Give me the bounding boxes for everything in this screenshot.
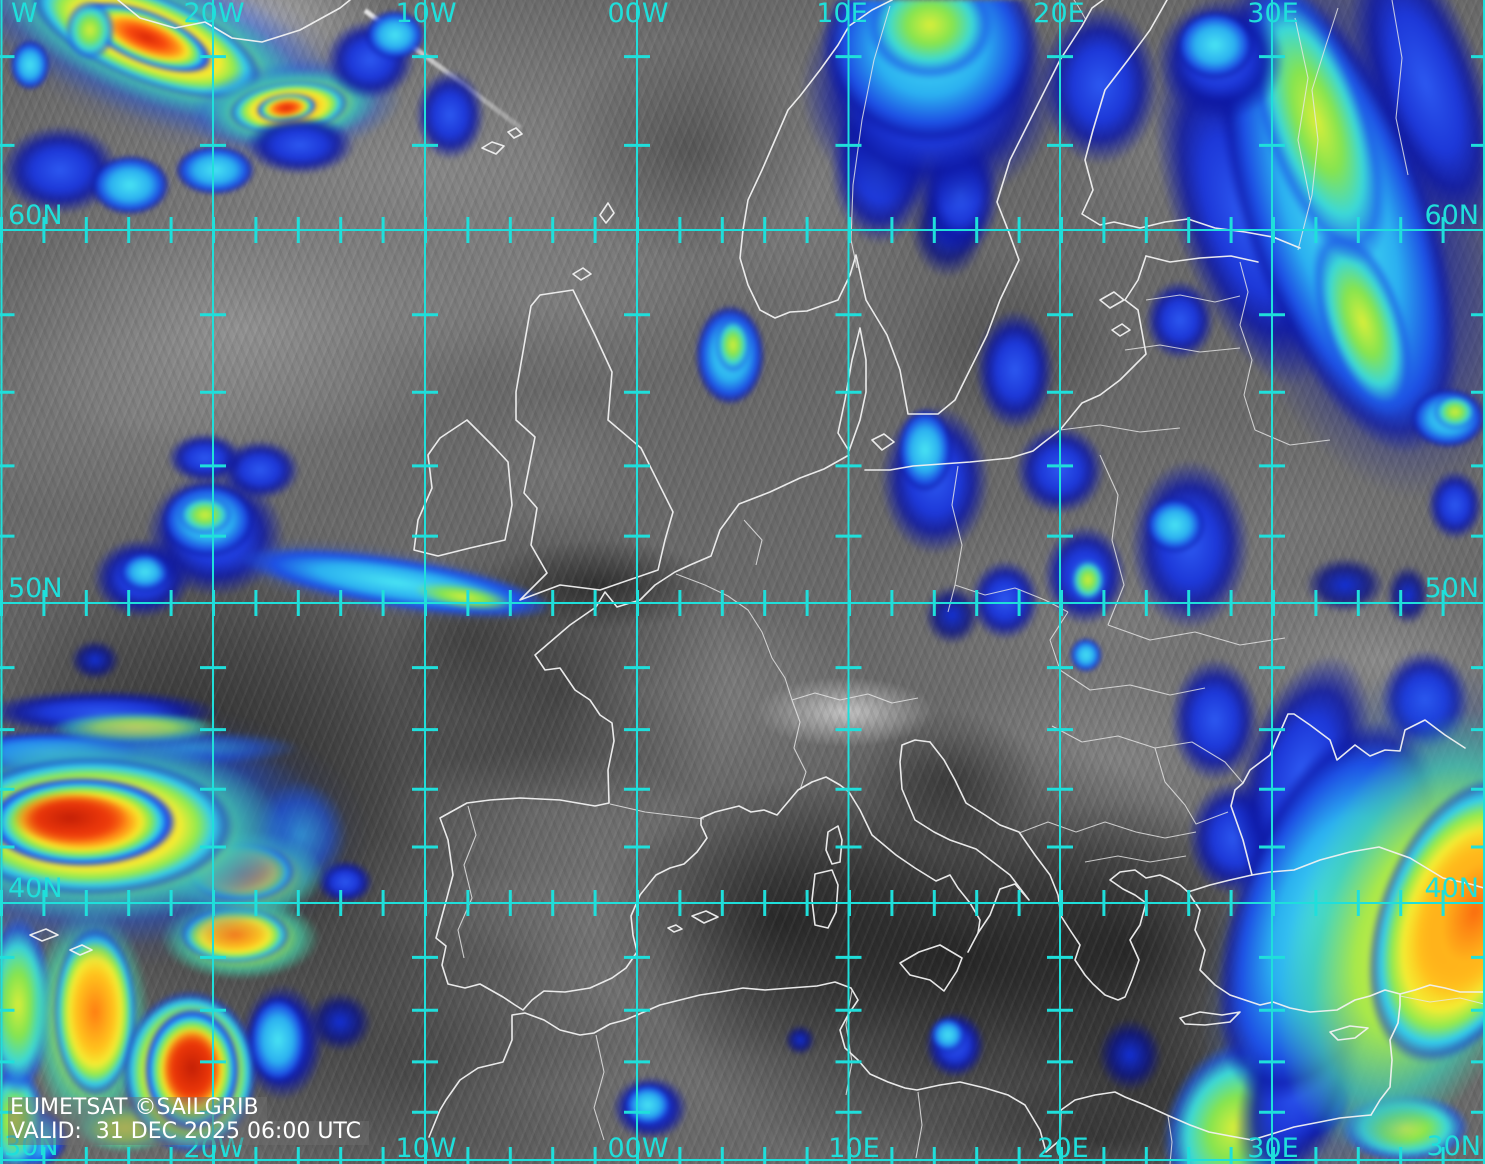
lon-label-top-20e: 20E bbox=[1033, 0, 1085, 29]
lon-label-top-10e: 10E bbox=[816, 0, 868, 29]
lon-label-bottom-20e: 20E bbox=[1037, 1133, 1089, 1164]
attribution-text: EUMETSAT ©SAILGRIB bbox=[8, 1097, 267, 1121]
lat-label-left-50n: 50N bbox=[8, 573, 63, 604]
lon-label-bottom-10e: 10E bbox=[828, 1133, 880, 1164]
lon-label-bottom-00w: 00W bbox=[607, 1133, 669, 1164]
lat-label-right-40n: 40N bbox=[1424, 873, 1479, 904]
lon-label-top-10w: 10W bbox=[395, 0, 457, 29]
border-paths bbox=[457, 0, 1485, 1164]
lat-label-right-30n: 30N bbox=[1426, 1131, 1481, 1162]
lat-label-left-40n: 40N bbox=[8, 873, 63, 904]
lon-label-bottom-10w: 10W bbox=[395, 1133, 457, 1164]
lon-label-top-30e: 30E bbox=[1247, 0, 1299, 29]
attribution-overlay: EUMETSAT ©SAILGRIB VALID: 31 DEC 2025 06… bbox=[8, 1097, 369, 1145]
valid-time-text: VALID: 31 DEC 2025 06:00 UTC bbox=[8, 1121, 369, 1145]
lon-label-top-20w: 20W bbox=[183, 0, 245, 29]
lat-label-left-60n: 60N bbox=[8, 200, 63, 231]
lon-label-bottom-30e: 30E bbox=[1247, 1133, 1299, 1164]
coastline-paths bbox=[29, 0, 1485, 1153]
lon-tick-marks bbox=[0, 217, 1485, 1164]
lat-tick-marks bbox=[0, 55, 1485, 1114]
lat-label-right-50n: 50N bbox=[1424, 573, 1479, 604]
lon-label-top-30w-partial: W bbox=[11, 0, 38, 29]
lon-label-top-00w: 00W bbox=[607, 0, 669, 29]
lat-label-right-60n: 60N bbox=[1424, 200, 1479, 231]
